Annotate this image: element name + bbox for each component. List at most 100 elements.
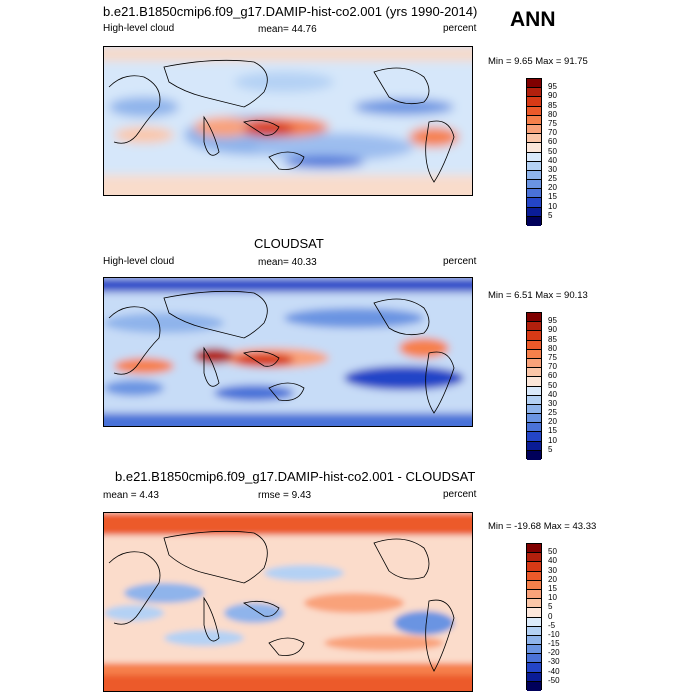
colorbar-level-label: 80: [548, 343, 557, 353]
colorbar-level-label: 10: [548, 593, 557, 603]
panel1-title: b.e21.B1850cmip6.f09_g17.DAMIP-hist-co2.…: [103, 4, 478, 19]
panel3-units-label: percent: [443, 489, 477, 500]
panel1-units-label: percent: [443, 23, 477, 34]
colorbar-swatch: [527, 580, 541, 590]
colorbar-level-label: 30: [548, 398, 557, 408]
colorbar-level-label: 80: [548, 109, 557, 119]
colorbar-level-label: 30: [548, 565, 557, 575]
colorbar-level-label: -10: [548, 629, 560, 639]
panel1-variable-label: High-level cloud: [103, 23, 175, 34]
season-label: ANN: [510, 8, 556, 31]
colorbar-level-label: 25: [548, 408, 557, 418]
colorbar-level-label: 50: [548, 146, 557, 156]
colorbar-swatch: [527, 313, 541, 323]
colorbar-swatch: [527, 207, 541, 217]
colorbar-swatch: [527, 645, 541, 655]
colorbar-level-label: 95: [548, 316, 557, 326]
colorbar-level-label: 20: [548, 183, 557, 193]
colorbar-level-label: 90: [548, 91, 557, 101]
colorbar-swatch: [527, 432, 541, 442]
panel1-mean-label: mean= 44.76: [258, 24, 317, 35]
panel3-title: b.e21.B1850cmip6.f09_g17.DAMIP-hist-co2.…: [115, 469, 476, 484]
colorbar-level-label: 70: [548, 128, 557, 138]
colorbar-level-label: 40: [548, 389, 557, 399]
panel2-colorbar: [526, 312, 542, 460]
panel3-map: [103, 512, 473, 692]
panel2-variable-label: High-level cloud: [103, 256, 175, 267]
colorbar-level-label: 50: [548, 380, 557, 390]
colorbar-level-label: -20: [548, 648, 560, 658]
colorbar-swatch: [527, 97, 541, 107]
colorbar-level-label: 90: [548, 325, 557, 335]
colorbar-swatch: [527, 672, 541, 682]
colorbar-swatch: [527, 589, 541, 600]
panel2-units-label: percent: [443, 256, 477, 267]
colorbar-level-label: -5: [548, 620, 556, 630]
colorbar-swatch: [527, 106, 541, 116]
panel3-min-max: Min = -19.68 Max = 43.33: [488, 521, 597, 532]
colorbar-swatch: [527, 189, 541, 199]
colorbar-swatch: [527, 386, 541, 396]
colorbar-level-label: 60: [548, 137, 557, 147]
colorbar-level-label: 40: [548, 155, 557, 165]
colorbar-level-label: 20: [548, 417, 557, 427]
panel1-map: [103, 46, 473, 196]
colorbar-swatch: [527, 180, 541, 190]
colorbar-level-label: 5: [548, 602, 553, 612]
colorbar-swatch: [527, 599, 541, 609]
colorbar-swatch: [527, 88, 541, 98]
colorbar-level-label: 30: [548, 164, 557, 174]
panel3-rmse-label: rmse = 9.43: [258, 490, 312, 501]
colorbar-swatch: [527, 216, 541, 226]
colorbar-swatch: [527, 617, 541, 627]
panel2-title: CLOUDSAT: [254, 236, 324, 251]
colorbar-swatch: [527, 553, 541, 563]
colorbar-swatch: [527, 441, 541, 451]
colorbar-swatch: [527, 608, 541, 618]
colorbar-swatch: [527, 322, 541, 332]
colorbar-swatch: [527, 635, 541, 646]
panel3-colorbar: [526, 543, 542, 691]
colorbar-level-label: 75: [548, 118, 557, 128]
panel1-colorbar: [526, 78, 542, 226]
colorbar-level-label: 15: [548, 583, 557, 593]
colorbar-level-label: -50: [548, 675, 560, 685]
colorbar-level-label: 5: [548, 444, 553, 454]
colorbar-level-label: 50: [548, 547, 557, 557]
colorbar-swatch: [527, 358, 541, 369]
colorbar-swatch: [527, 79, 541, 89]
colorbar-swatch: [527, 349, 541, 359]
panel2-map: [103, 277, 473, 427]
colorbar-swatch: [527, 124, 541, 135]
colorbar-swatch: [527, 395, 541, 405]
colorbar-level-label: 85: [548, 100, 557, 110]
colorbar-swatch: [527, 663, 541, 673]
colorbar-swatch: [527, 134, 541, 144]
colorbar-level-label: -40: [548, 666, 560, 676]
colorbar-swatch: [527, 143, 541, 153]
colorbar-level-label: 10: [548, 201, 557, 211]
colorbar-level-label: 20: [548, 574, 557, 584]
colorbar-swatch: [527, 571, 541, 581]
colorbar-level-label: 15: [548, 426, 557, 436]
panel3-mean-label: mean = 4.43: [103, 490, 159, 501]
colorbar-swatch: [527, 377, 541, 387]
colorbar-level-label: 25: [548, 174, 557, 184]
colorbar-level-label: 15: [548, 192, 557, 202]
colorbar-level-label: 5: [548, 210, 553, 220]
colorbar-level-label: 85: [548, 334, 557, 344]
panel1-min-max: Min = 9.65 Max = 91.75: [488, 56, 588, 67]
colorbar-level-label: 40: [548, 556, 557, 566]
colorbar-swatch: [527, 562, 541, 572]
colorbar-level-label: -15: [548, 639, 560, 649]
colorbar-swatch: [527, 626, 541, 636]
colorbar-level-label: 10: [548, 435, 557, 445]
colorbar-swatch: [527, 198, 541, 208]
panel2-mean-label: mean= 40.33: [258, 257, 317, 268]
colorbar-swatch: [527, 340, 541, 350]
colorbar-swatch: [527, 170, 541, 181]
colorbar-level-label: 75: [548, 352, 557, 362]
colorbar-swatch: [527, 368, 541, 378]
colorbar-swatch: [527, 161, 541, 171]
colorbar-swatch: [527, 681, 541, 691]
